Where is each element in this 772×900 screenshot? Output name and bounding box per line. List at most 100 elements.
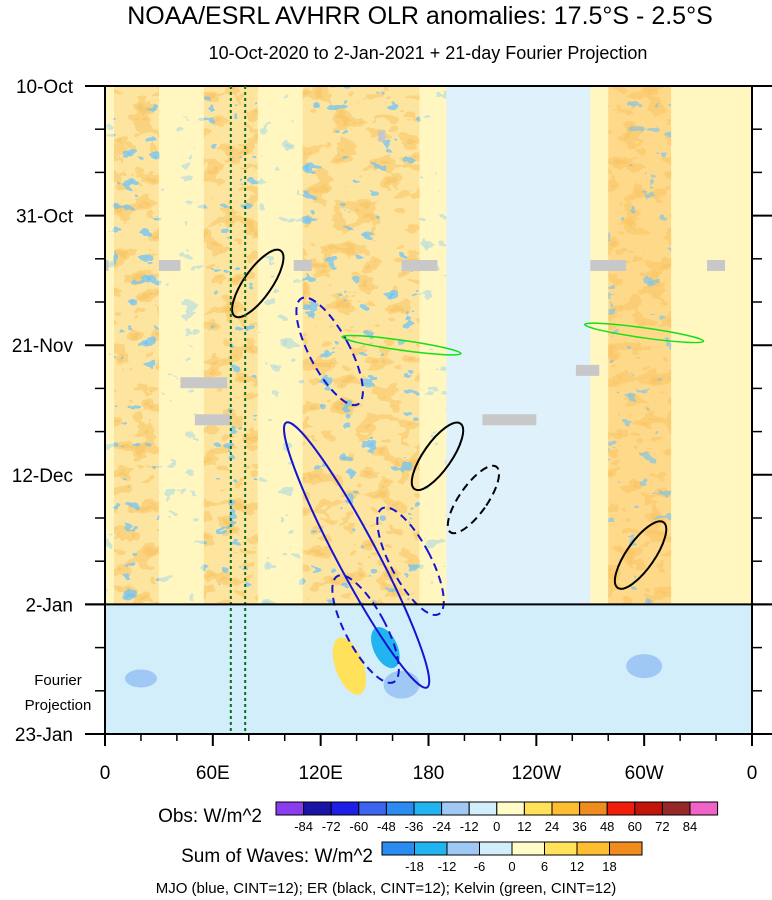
obs-colorbar-swatch-8 [496, 801, 525, 816]
obs-colorbar-level-12: 60 [628, 819, 642, 834]
waves-colorbar-swatch-6 [576, 841, 610, 856]
waves-colorbar-level-6: 18 [602, 859, 616, 874]
olr-anomaly-field [105, 86, 752, 734]
missing-data-bar-1 [158, 259, 181, 271]
missing-data-bar-10 [378, 130, 386, 142]
obs-colorbar-swatch-6 [441, 801, 470, 816]
waves-colorbar-swatch-4 [511, 841, 545, 856]
obs-colorbar-swatch-14 [661, 801, 691, 816]
projection-blob-2 [383, 670, 420, 699]
waves-colorbar-level-5: 12 [570, 859, 584, 874]
waves-colorbar-swatch-5 [544, 841, 578, 856]
missing-data-bar-7 [482, 414, 537, 426]
missing-data-bar-4 [707, 259, 726, 271]
obs-colorbar-level-14: 84 [683, 819, 697, 834]
obs-colorbar-level-1: -72 [322, 819, 341, 834]
y-tick-label-1: 31-Oct [16, 207, 74, 228]
obs-colorbar-level-11: 48 [600, 819, 614, 834]
waves-colorbar-swatch-1 [414, 841, 448, 856]
obs-colorbar-level-9: 24 [545, 819, 559, 834]
projection-label-line-1: Fourier [34, 672, 82, 689]
chart-subtitle: 10-Oct-2020 to 2-Jan-2021 + 21-day Fouri… [209, 43, 648, 63]
obs-colorbar-level-8: 12 [517, 819, 531, 834]
obs-colorbar-swatch-10 [551, 801, 581, 816]
obs-colorbar-swatch-15 [689, 801, 719, 816]
waves-colorbar-swatch-3 [479, 841, 513, 856]
contour-kelvin-9 [583, 322, 705, 344]
obs-colorbar-swatch-1 [303, 801, 332, 816]
x-tick-label-0: 0 [100, 763, 111, 784]
contour-er-4 [231, 248, 285, 319]
missing-data-bar-9 [180, 377, 228, 389]
contour-mjo-1 [331, 574, 400, 684]
contour-mjo-2 [295, 296, 364, 407]
chart-title: NOAA/ESRL AVHRR OLR anomalies: 17.5°S - … [127, 2, 713, 30]
x-tick-label-5: 60W [625, 763, 664, 784]
obs-colorbar-swatch-12 [606, 801, 636, 816]
y-tick-label-4: 2-Jan [25, 595, 73, 616]
obs-colorbar-level-2: -60 [349, 819, 368, 834]
obs-colorbar-swatch-3 [358, 801, 387, 816]
waves-colorbar-level-2: -6 [474, 859, 486, 874]
obs-colorbar-swatch-2 [330, 801, 360, 816]
wave-contours [231, 248, 705, 689]
missing-data-bar-6 [194, 414, 231, 426]
waves-colorbar-swatch-2 [446, 841, 480, 856]
y-tick-label-2: 21-Nov [12, 336, 74, 357]
x-tick-label-4: 120W [512, 763, 562, 784]
obs-colorbar-swatch-11 [579, 801, 608, 816]
missing-data-bar-2 [293, 259, 312, 271]
obs-colorbar-swatch-5 [413, 801, 443, 816]
obs-colorbar-level-3: -48 [377, 819, 396, 834]
waves-colorbar-level-4: 6 [541, 859, 548, 874]
y-tick-label-5: 23-Jan [15, 725, 73, 746]
obs-colorbar-level-13: 72 [655, 819, 669, 834]
contour-er-5 [410, 421, 465, 492]
waves-colorbar: Sum of Waves: W/m^2 -18 -12 -6 0 6 12 18 [181, 841, 643, 874]
field-band-blotch-neg-3 [608, 86, 672, 605]
x-tick-label-2: 120E [298, 763, 342, 784]
obs-colorbar-level-5: -24 [432, 819, 451, 834]
contour-mjo-0 [283, 421, 431, 689]
missing-data-bar-3 [401, 259, 438, 271]
obs-colorbar-label: Obs: W/m^2 [158, 806, 262, 827]
footer-legend: MJO (blue, CINT=12); ER (black, CINT=12)… [156, 880, 617, 897]
waves-colorbar-label: Sum of Waves: W/m^2 [181, 846, 373, 867]
missing-data-bar-8 [575, 364, 600, 376]
obs-colorbar-level-0: -84 [294, 819, 313, 834]
waves-colorbar-level-1: -12 [438, 859, 457, 874]
obs-colorbar-swatch-4 [385, 801, 415, 816]
obs-colorbar-swatch-7 [468, 801, 498, 816]
x-tick-label-1: 60E [196, 763, 230, 784]
projection-blob-4 [124, 669, 157, 688]
y-tick-label-3: 12-Dec [12, 466, 73, 487]
contour-kelvin-8 [341, 334, 462, 356]
obs-colorbar-level-10: 36 [572, 819, 586, 834]
obs-colorbar-level-6: -12 [460, 819, 479, 834]
missing-data-bar-0 [105, 259, 109, 271]
projection-blob-3 [626, 654, 663, 679]
waves-colorbar-level-3: 0 [508, 859, 515, 874]
field-noise-west [105, 86, 447, 605]
waves-colorbar-swatch-7 [609, 841, 643, 856]
axes: 10-Oct 31-Oct 21-Nov 12-Dec 2-Jan 23-Jan 0 60E 1… [12, 77, 772, 784]
missing-data-bar-5 [590, 259, 627, 271]
x-tick-label-6: 0 [747, 763, 758, 784]
x-tick-label-3: 180 [413, 763, 445, 784]
contour-er-6 [446, 464, 501, 535]
obs-colorbar-level-4: -36 [405, 819, 424, 834]
obs-colorbar-level-7: 0 [493, 819, 500, 834]
y-tick-label-0: 10-Oct [16, 77, 74, 98]
obs-colorbar-swatch-13 [634, 801, 663, 816]
waves-colorbar-level-0: -18 [405, 859, 424, 874]
contour-er-7 [613, 520, 668, 590]
obs-colorbar: Obs: W/m^2 -84 -72 -60 -48 -36 -24 -12 0 12 24 36 4… [158, 801, 719, 834]
contour-mjo-3 [376, 506, 445, 617]
obs-colorbar-swatch-0 [275, 801, 305, 816]
field-band-4 [446, 86, 591, 605]
projection-blob-0 [332, 637, 367, 695]
projection-blob-1 [371, 627, 400, 669]
obs-colorbar-swatch-9 [523, 801, 553, 816]
projection-label-line-2: Projection [25, 697, 92, 714]
